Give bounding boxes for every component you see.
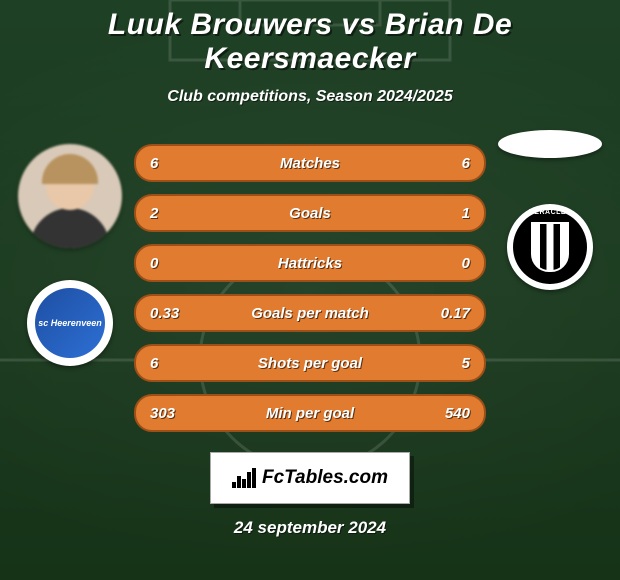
club-right-label: HERACLES [507,209,593,216]
stat-label: Shots per goal [136,355,484,372]
stat-label: Goals [136,205,484,222]
stat-right-value: 6 [462,155,470,172]
player-left-avatar [18,144,122,248]
stat-row: 2Goals1 [134,194,486,232]
stat-left-value: 6 [150,155,158,172]
comparison-content: sc Heerenveen 6Matches62Goals10Hattricks… [0,144,620,444]
stat-right-value: 1 [462,205,470,222]
stats-list: 6Matches62Goals10Hattricks00.33Goals per… [130,144,490,444]
stat-row: 0Hattricks0 [134,244,486,282]
club-left-badge: sc Heerenveen [27,280,113,366]
date-text: 24 september 2024 [0,518,620,538]
page-subtitle: Club competitions, Season 2024/2025 [0,88,620,106]
club-left-label: sc Heerenveen [35,288,105,358]
brand-text: FcTables.com [262,467,388,489]
right-side: HERACLES [490,134,610,290]
stat-label: Hattricks [136,255,484,272]
stat-right-value: 540 [445,405,470,422]
stat-left-value: 6 [150,355,158,372]
stat-row: 0.33Goals per match0.17 [134,294,486,332]
stat-row: 303Min per goal540 [134,394,486,432]
player-right-placeholder [498,130,602,158]
stat-label: Goals per match [136,305,484,322]
brand-icon [232,468,258,488]
left-side: sc Heerenveen [10,144,130,366]
stat-left-value: 303 [150,405,175,422]
stat-label: Min per goal [136,405,484,422]
stat-right-value: 5 [462,355,470,372]
page-title: Luuk Brouwers vs Brian De Keersmaecker [0,0,620,76]
stat-left-value: 0 [150,255,158,272]
stat-row: 6Matches6 [134,144,486,182]
stat-right-value: 0.17 [441,305,470,322]
stat-row: 6Shots per goal5 [134,344,486,382]
brand-badge[interactable]: FcTables.com [210,452,410,504]
club-right-badge: HERACLES [507,204,593,290]
stat-label: Matches [136,155,484,172]
stat-left-value: 2 [150,205,158,222]
stat-right-value: 0 [462,255,470,272]
stat-left-value: 0.33 [150,305,179,322]
